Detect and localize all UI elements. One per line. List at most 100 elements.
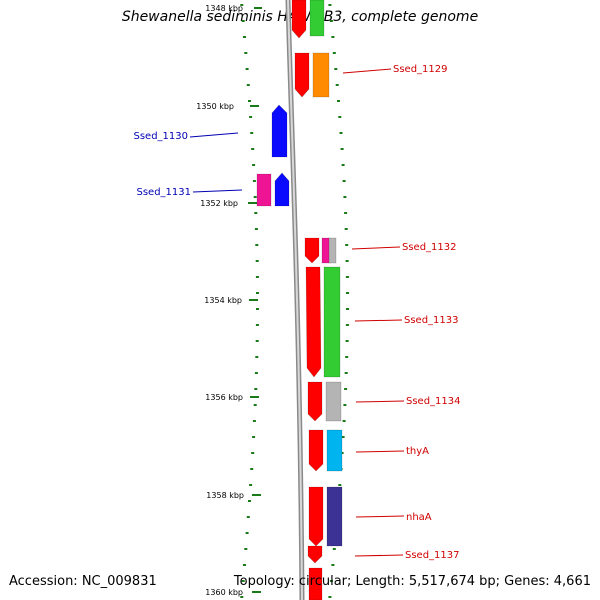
kbp-tick-1358: 1358 kbp <box>206 491 261 500</box>
cds-arrow[interactable] <box>307 545 323 564</box>
label-ssed-1131[interactable]: Ssed_1131 <box>136 187 243 198</box>
ring-dot <box>345 276 349 278</box>
cds-arrow[interactable] <box>308 567 323 600</box>
ring-dot <box>329 580 333 582</box>
kbp-tick-1356: 1356 kbp <box>205 393 259 402</box>
gene-ssed-1134-block[interactable] <box>325 381 342 422</box>
ring-dot <box>335 84 339 86</box>
label-ssed-1129[interactable]: Ssed_1129 <box>342 64 448 75</box>
ring-dot <box>251 148 255 150</box>
ring-dot <box>338 484 342 486</box>
gene-label[interactable]: Ssed_1133 <box>404 315 459 326</box>
ring-dot <box>328 596 332 598</box>
ring-dot <box>249 116 253 118</box>
kbp-tick-label: 1358 kbp <box>206 491 244 500</box>
gene-ssed-1131-pink-block[interactable] <box>256 173 272 207</box>
cds-arrow[interactable] <box>308 486 324 547</box>
ring-dot <box>255 276 259 278</box>
gene-block-green-top[interactable] <box>309 0 325 37</box>
ring-dot <box>341 164 345 166</box>
kbp-tick-label: 1360 kbp <box>205 588 243 597</box>
gene-thya-block[interactable] <box>326 429 343 472</box>
gene-label[interactable]: Ssed_1131 <box>136 187 191 198</box>
ring-dot <box>246 516 250 518</box>
ring-dot <box>256 292 259 294</box>
gene-label[interactable]: Ssed_1137 <box>405 550 460 561</box>
cds-arrow[interactable] <box>304 237 320 264</box>
kbp-tick-1354: 1354 kbp <box>204 296 258 305</box>
ring-dot <box>252 420 256 422</box>
cds-arrow[interactable] <box>308 429 324 472</box>
ring-dot <box>346 292 349 294</box>
gene-ssed-1131-arrow[interactable] <box>274 172 290 207</box>
ring-dot <box>241 580 245 582</box>
ring-dot <box>255 260 259 262</box>
ring-dot <box>340 148 344 150</box>
ring-dot <box>343 404 347 406</box>
backbone-highlight <box>287 0 303 600</box>
ring-dot <box>241 20 245 22</box>
gene-nhaa-block[interactable] <box>326 486 343 547</box>
cds-arrow[interactable] <box>291 0 307 39</box>
gene-ssed-1133-block[interactable] <box>323 266 341 378</box>
gene-label[interactable]: thyA <box>406 446 429 457</box>
ring-dot <box>334 68 338 70</box>
kbp-tick-label: 1356 kbp <box>205 393 243 402</box>
gene-ssed-1132-gray-block[interactable] <box>328 237 337 264</box>
ring-dot <box>240 596 244 598</box>
kbp-tick-1350: 1350 kbp <box>196 102 259 111</box>
gene-label[interactable]: Ssed_1132 <box>402 242 457 253</box>
ring-dot <box>254 388 258 390</box>
inner-dotted-ring <box>240 4 259 598</box>
ring-dot <box>345 356 349 358</box>
gene-label[interactable]: nhaA <box>406 512 432 523</box>
ring-dot <box>340 452 344 454</box>
kbp-tick-label: 1348 kbp <box>205 4 243 13</box>
ring-dot <box>255 340 259 342</box>
ring-dot <box>344 372 348 374</box>
ring-dot <box>328 4 332 6</box>
label-ssed-1137[interactable]: Ssed_1137 <box>354 550 460 561</box>
ring-dot <box>246 84 250 86</box>
ring-dot <box>248 500 251 502</box>
cds-arrow[interactable] <box>294 52 310 98</box>
cds-arrow[interactable] <box>305 266 322 378</box>
label-nhaa[interactable]: nhaA <box>355 512 432 523</box>
ring-dot <box>331 564 335 566</box>
label-thya[interactable]: thyA <box>355 446 429 457</box>
gene-label[interactable]: Ssed_1130 <box>133 131 188 142</box>
ring-dot <box>255 244 259 246</box>
ring-dot <box>345 244 349 246</box>
ring-dot <box>253 404 257 406</box>
ring-dot <box>343 196 347 198</box>
kbp-tick-1360: 1360 kbp <box>205 588 261 597</box>
gene-label[interactable]: Ssed_1134 <box>406 396 461 407</box>
kbp-tick-label: 1354 kbp <box>204 296 242 305</box>
ring-dot <box>256 308 259 310</box>
ring-dot <box>250 468 254 470</box>
ring-dot <box>252 164 256 166</box>
label-ssed-1134[interactable]: Ssed_1134 <box>355 396 461 407</box>
ring-dot <box>244 52 248 54</box>
ring-dot <box>344 212 348 214</box>
ring-dot <box>251 452 255 454</box>
ring-dot <box>345 324 349 326</box>
gene-label[interactable]: Ssed_1129 <box>393 64 448 75</box>
ring-dot <box>332 52 336 54</box>
ring-dot <box>329 20 333 22</box>
ring-dot <box>245 68 249 70</box>
label-ssed-1130[interactable]: Ssed_1130 <box>133 131 239 142</box>
ring-dot <box>249 484 253 486</box>
ring-dot <box>331 36 335 38</box>
ring-dot <box>252 436 256 438</box>
label-ssed-1133[interactable]: Ssed_1133 <box>354 315 459 326</box>
gene-ssed-1130-arrow[interactable] <box>271 104 288 158</box>
ring-dot <box>332 548 336 550</box>
label-ssed-1132[interactable]: Ssed_1132 <box>351 242 457 253</box>
kbp-tick-label: 1350 kbp <box>196 102 234 111</box>
cds-arrow[interactable] <box>307 381 323 422</box>
ring-dot <box>345 340 349 342</box>
ring-dot <box>337 100 340 102</box>
gene-ssed-1129-block[interactable] <box>312 52 330 98</box>
